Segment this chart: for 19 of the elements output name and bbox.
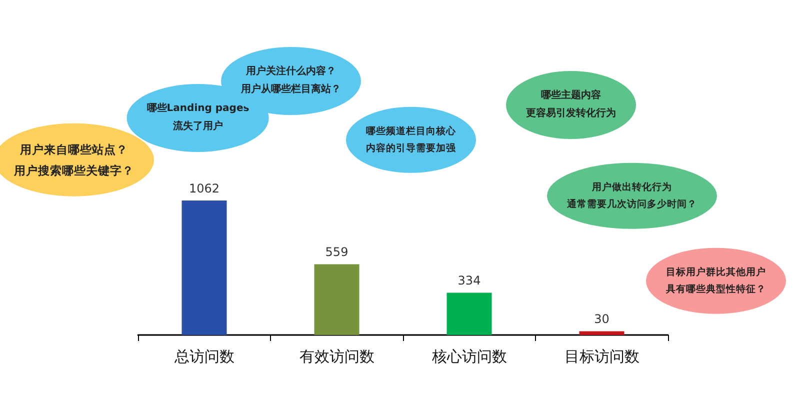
data-label: 30 (594, 312, 610, 326)
bar (579, 331, 624, 335)
text: 用户关注什么内容？用户从哪些栏目离站？ (241, 64, 341, 97)
data-label: 334 (458, 274, 481, 288)
text: 哪些主题内容更容易引发转化行为 (526, 88, 616, 121)
text: 哪些频道栏目向核心内容的引导需要加强 (366, 124, 456, 156)
text: 哪些Landing pages流失了用户 (146, 102, 250, 134)
data-label: 559 (325, 245, 348, 260)
annotation: 目标用户群比其他用户具有哪些典型性特征？ (666, 266, 766, 297)
text: 用户来自哪些站点？用户搜索哪些关键字？ (14, 141, 134, 179)
bar (182, 200, 227, 335)
x-tick-label: 核心访问数 (430, 348, 507, 366)
data-label: 1062 (188, 181, 220, 196)
x-tick-label: 总访问数 (173, 348, 234, 366)
bar (446, 292, 492, 335)
x-tick-label: 目标访问数 (564, 348, 640, 366)
annotation: 用户做出转化行为通常需要几次访问多少时间？ (567, 180, 697, 212)
bar (314, 264, 360, 335)
x-tick-label: 有效访问数 (299, 348, 374, 366)
